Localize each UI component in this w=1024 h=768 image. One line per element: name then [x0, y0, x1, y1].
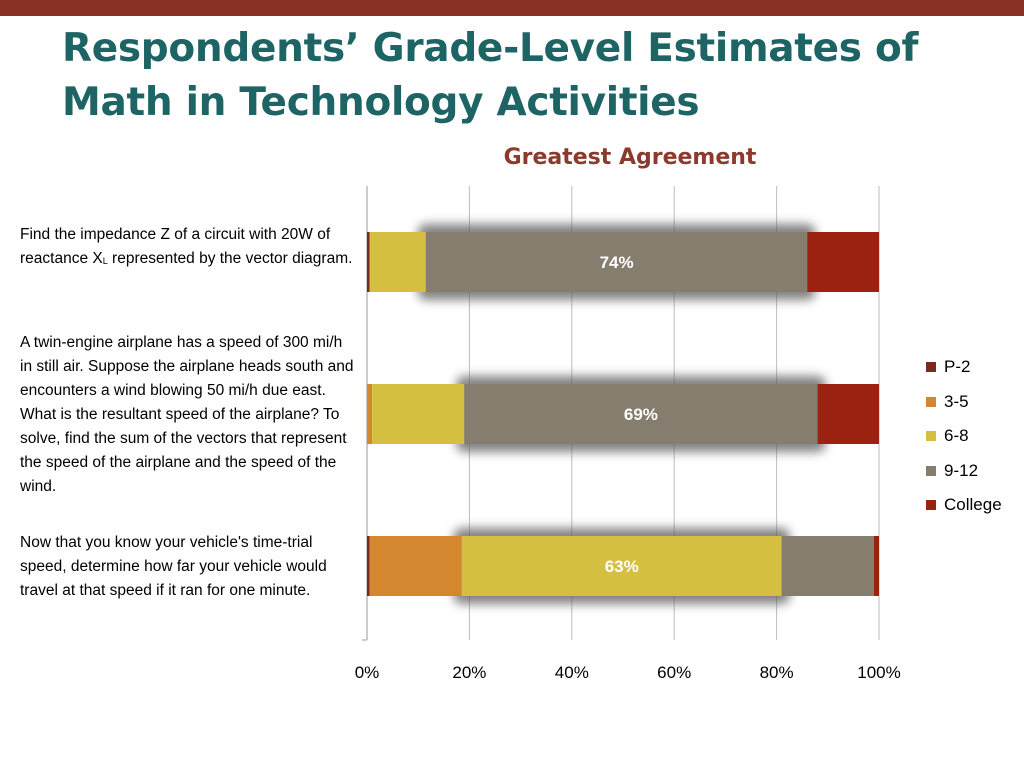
- legend-swatch: [926, 362, 936, 373]
- row-label-text: Find the impedance Z of a circuit with 2…: [20, 226, 331, 267]
- x-tick-label: 80%: [760, 663, 794, 682]
- legend-item: 9-12: [926, 454, 1002, 489]
- row-label-vehicle: Now that you know your vehicle's time-tr…: [20, 531, 355, 603]
- legend-item: College: [926, 488, 1002, 523]
- bar-segment-9-12: [781, 536, 874, 596]
- legend-label: 6-8: [944, 426, 969, 446]
- bar-segment-9-12: [425, 232, 808, 292]
- x-tick-layer: 0% 20% 40% 60% 80% 100%: [355, 663, 901, 682]
- row-label-impedance: Find the impedance Z of a circuit with 2…: [20, 223, 355, 272]
- x-tick-label: 0%: [355, 663, 380, 682]
- legend-swatch: [926, 431, 936, 442]
- data-label-layer: 74% 69% 63%: [600, 253, 658, 576]
- slide-title: Respondents’ Grade-Level Estimates of Ma…: [62, 26, 919, 125]
- bar-segment-6-8: [461, 536, 782, 596]
- x-tick-label: 100%: [857, 663, 900, 682]
- bar-segment-6-8: [372, 384, 465, 444]
- legend-label: 3-5: [944, 391, 969, 411]
- legend-label: College: [944, 495, 1002, 515]
- legend-label: 9-12: [944, 460, 979, 480]
- data-label: 74%: [600, 253, 634, 272]
- chart-legend: P-2 3-5 6-8 9-12 College: [926, 350, 1002, 523]
- legend-item: P-2: [926, 350, 1002, 385]
- bar-segment-college: [807, 232, 879, 292]
- x-tick-label: 20%: [452, 663, 486, 682]
- legend-swatch: [926, 465, 936, 476]
- slide-top-bar: [0, 0, 1024, 16]
- data-label: 63%: [605, 557, 639, 576]
- legend-item: 3-5: [926, 385, 1002, 420]
- bar-segment-3-5: [367, 384, 373, 444]
- bar-segment-p-2: [367, 232, 370, 292]
- row-label-text: Now that you know your vehicle's time-tr…: [20, 534, 327, 599]
- legend-swatch: [926, 396, 936, 407]
- chart-title: Greatest Agreement: [503, 145, 757, 170]
- bar-segment-3-5: [369, 536, 462, 596]
- bar-segment-6-8: [369, 232, 426, 292]
- legend-label: P-2: [944, 357, 971, 377]
- bar-segment-p-2: [367, 536, 370, 596]
- row-label-subscript: L: [102, 256, 108, 266]
- x-tick-label: 60%: [657, 663, 691, 682]
- row-label-text: A twin-engine airplane has a speed of 30…: [20, 334, 354, 495]
- legend-item: 6-8: [926, 419, 1002, 454]
- data-label: 69%: [624, 405, 658, 424]
- row-label-text-end: represented by the vector diagram.: [107, 250, 353, 267]
- bar-segment-9-12: [464, 384, 818, 444]
- x-tick-label: 40%: [555, 663, 589, 682]
- row-label-airplane: A twin-engine airplane has a speed of 30…: [20, 331, 355, 499]
- bar-segment-college: [817, 384, 879, 444]
- bar-segment-college: [873, 536, 879, 596]
- bar-layer: [367, 232, 879, 596]
- legend-swatch: [926, 500, 936, 511]
